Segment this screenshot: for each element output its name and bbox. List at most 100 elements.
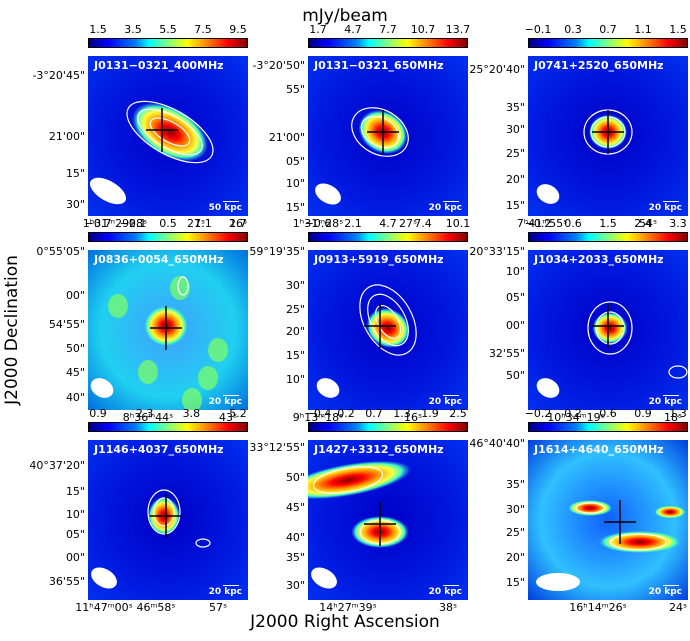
- colorbar-tick-label: 1.7: [309, 23, 327, 36]
- contour: [609, 533, 667, 551]
- map-panel: J1614+4640_650MHz 20 kpc: [528, 440, 688, 600]
- dec-tick-label: 55": [285, 83, 305, 96]
- panel-title: J0131−0321_400MHz: [94, 59, 224, 72]
- dec-tick-label: 21'00": [268, 131, 305, 144]
- colorbar-tick-label: −0.1: [524, 23, 552, 36]
- ra-tick-label: 1ʰ31ᵐ28ˢ: [292, 217, 344, 230]
- colorbar-tick-label: 5.5: [159, 23, 177, 36]
- colorbar-tick-label: 1.1: [194, 217, 212, 230]
- emission-blob: [654, 505, 686, 519]
- scale-label: 20 kpc: [648, 397, 682, 407]
- ra-tick-label: 16ʰ14ᵐ26ˢ: [569, 601, 627, 614]
- dec-tick-label: 30": [505, 123, 525, 136]
- colorbar-tick-label: 9.5: [229, 23, 247, 36]
- dec-tick-label: 54'55": [48, 318, 85, 331]
- colorbar-tick-label: 2.4: [634, 217, 652, 230]
- radio-map: [308, 250, 468, 410]
- ra-tick-label: 24ˢ: [668, 601, 688, 614]
- ra-tick-label: 27ˢ: [186, 217, 206, 230]
- contour: [367, 293, 409, 347]
- colorbar-tick-label: 0.7: [365, 407, 383, 420]
- noise-blob: [108, 294, 128, 318]
- colorbar-tick-label: 1.3: [669, 407, 687, 420]
- colorbar-tick-label: 3.5: [124, 23, 142, 36]
- dec-tick-label: 10": [65, 508, 85, 521]
- colorbar-tick-label: 1.9: [421, 407, 439, 420]
- colorbar-tick-label: −0.2: [524, 217, 552, 230]
- colorbar-tick-label: 7.7: [379, 23, 397, 36]
- ra-tick-label: 46ᵐ58ˢ: [136, 601, 176, 614]
- dec-tick-label: 25": [505, 147, 525, 160]
- contour: [359, 284, 417, 356]
- dec-tick-label: 40": [65, 391, 85, 404]
- scale-bar: [443, 585, 459, 586]
- colorbar-tick-label: 0.9: [634, 407, 652, 420]
- map-panel: J0131−0321_650MHz 20 kpc: [308, 56, 468, 216]
- dec-tick-label: -3°20'45": [32, 69, 85, 82]
- scale-bar: [443, 395, 459, 396]
- colorbar-tick-label: 4.7: [379, 217, 397, 230]
- colorbar-tick-label: 3.3: [669, 217, 687, 230]
- beam-ellipse: [91, 567, 117, 589]
- panel-title: J1614+4640_650MHz: [534, 443, 664, 456]
- dec-tick-label: 30": [65, 198, 85, 211]
- colorbar-tick-label: 13.7: [445, 23, 471, 36]
- colorbar-tick-label: 10.7: [410, 23, 436, 36]
- contour: [177, 276, 189, 296]
- x-axis-label: J2000 Right Ascension: [250, 612, 440, 632]
- dec-tick-label: 20": [505, 173, 525, 186]
- panel-title: J0836+0054_650MHz: [94, 253, 224, 266]
- dec-tick-label: 0°55'05": [36, 245, 85, 258]
- contour: [351, 107, 409, 157]
- colorbar: [88, 232, 248, 242]
- contour: [149, 117, 191, 147]
- dec-tick-label: 25": [505, 526, 525, 539]
- ra-tick-label: 38ˢ: [438, 601, 458, 614]
- ra-tick-label: 1ʰ31ᵐ29ˢ: [82, 217, 134, 230]
- dec-tick-label: 35": [285, 551, 305, 564]
- dec-tick-label: 20°33'15": [469, 245, 525, 258]
- beam-ellipse: [536, 573, 580, 591]
- colorbar: [88, 422, 248, 432]
- dec-tick-label: 15": [65, 167, 85, 180]
- colorbar-tick-label: 0.2: [337, 407, 355, 420]
- map-panel: J1034+2033_650MHz 20 kpc: [528, 250, 688, 410]
- dec-tick-label: 00": [65, 289, 85, 302]
- colorbar-tick-label: 0.2: [564, 407, 582, 420]
- dec-tick-label: 30": [285, 279, 305, 292]
- panel-title: J1034+2033_650MHz: [534, 253, 664, 266]
- colorbar-tick-label: 0.6: [564, 217, 582, 230]
- dec-tick-label: 05": [65, 528, 85, 541]
- scale-label: 20 kpc: [208, 397, 242, 407]
- radio-map: [88, 440, 248, 600]
- colorbar-tick-label: 1.1: [634, 23, 652, 36]
- scale-bar: [223, 395, 239, 396]
- dec-tick-label: 20": [505, 551, 525, 564]
- colorbar-tick-label: −0.6: [304, 217, 332, 230]
- panel-title: J1146+4037_650MHz: [94, 443, 224, 456]
- dec-tick-label: 25°20'40": [469, 63, 525, 76]
- beam-ellipse: [311, 567, 337, 589]
- scale-label: 20 kpc: [428, 587, 462, 597]
- map-panel: J0741+2520_650MHz 20 kpc: [528, 56, 688, 216]
- contour: [668, 365, 688, 379]
- radio-map: [528, 250, 688, 410]
- colorbar-tick-label: 7.4: [414, 217, 432, 230]
- dec-tick-label: 35": [505, 101, 525, 114]
- scale-label: 20 kpc: [648, 587, 682, 597]
- colorbar-tick-label: 4.7: [344, 23, 362, 36]
- noise-blob: [208, 338, 228, 362]
- panel-title: J0913+5919_650MHz: [314, 253, 444, 266]
- dec-tick-label: 05": [505, 291, 525, 304]
- scale-label: 20 kpc: [208, 587, 242, 597]
- ra-tick-label: 57ˢ: [208, 601, 228, 614]
- noise-blob: [198, 366, 218, 390]
- radio-map: [88, 56, 248, 216]
- contour: [147, 489, 181, 535]
- contour: [360, 115, 400, 149]
- colorbar-tick-label: 0.3: [564, 23, 582, 36]
- scale-bar: [663, 585, 679, 586]
- colorbar: [528, 38, 688, 48]
- dec-tick-label: 50": [505, 369, 525, 382]
- dec-tick-label: 15": [505, 199, 525, 212]
